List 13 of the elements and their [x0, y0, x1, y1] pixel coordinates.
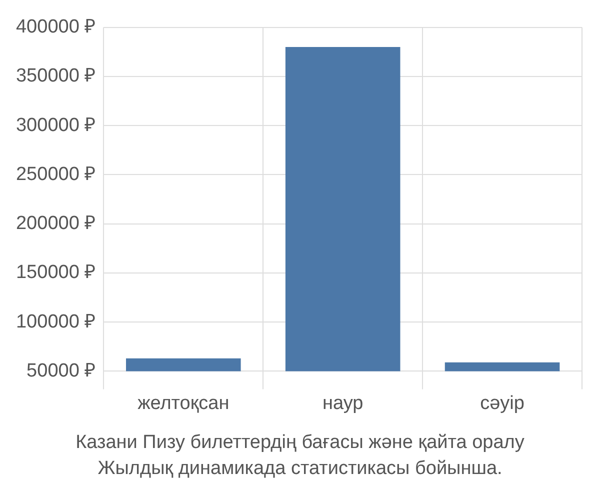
y-tick-label: 100000 ₽ — [16, 311, 96, 332]
text: Казани Пизу билеттердің бағасы және қайта оралу — [74, 431, 526, 455]
y-tick-label: 50000 ₽ — [26, 360, 96, 382]
y-tick-label: 250000 ₽ — [16, 164, 96, 185]
y-tick-label: 350000 ₽ — [16, 66, 96, 87]
y-tick-label: 300000 ₽ — [16, 114, 96, 136]
x-tick-label: наур — [322, 392, 364, 414]
text: Жылдық динамикада статистикасы бойынша. — [96, 457, 504, 481]
y-tick-label: 400000 ₽ — [16, 16, 96, 38]
y-tick-label: 200000 ₽ — [16, 213, 96, 234]
x-tick-label: сәуір — [480, 392, 524, 414]
y-tick-label: 150000 ₽ — [16, 262, 96, 284]
x-tick-label: желтоқсан — [138, 392, 230, 414]
